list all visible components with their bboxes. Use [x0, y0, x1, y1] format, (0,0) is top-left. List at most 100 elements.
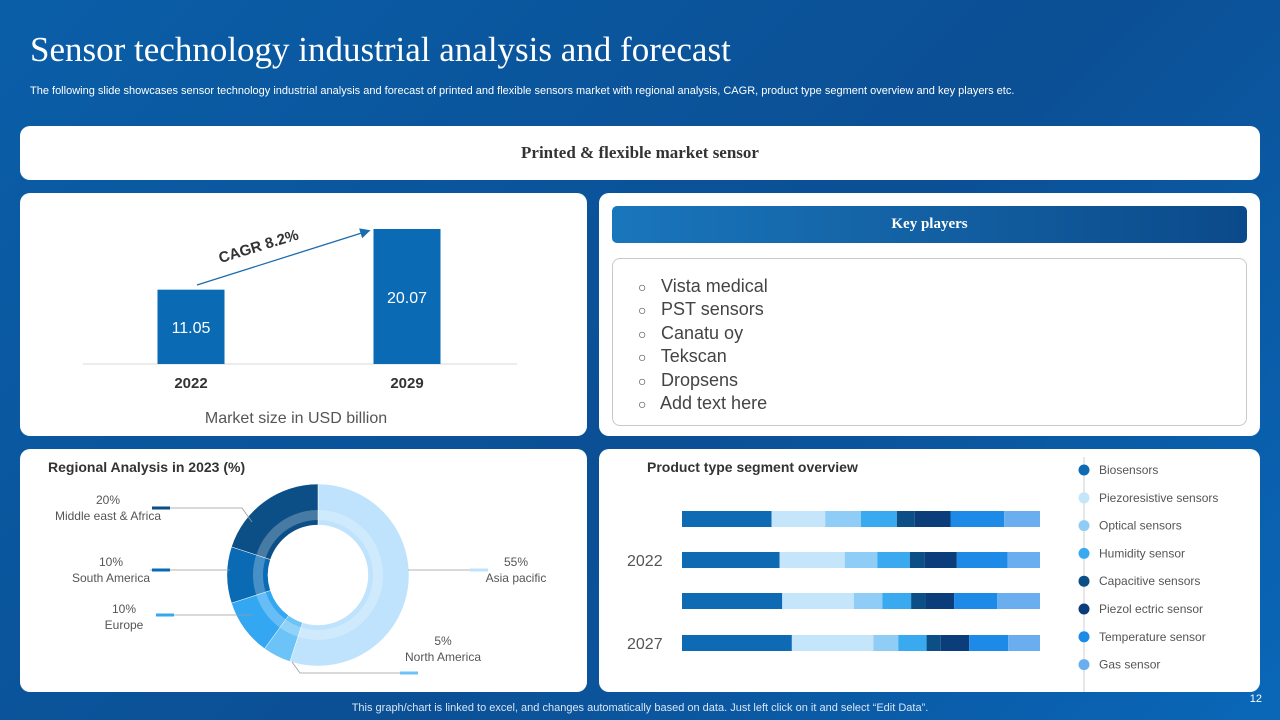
segment-bar-2: [853, 593, 883, 609]
segment-bar-4: [909, 552, 925, 568]
segment-bar-4: [896, 511, 915, 527]
regional-analysis-card: Regional Analysis in 2023 (%) 55% Asia pa…: [20, 449, 587, 692]
legend-marker: [1078, 631, 1090, 643]
donut-label-marker: [156, 613, 174, 617]
product-segment-card: Product type segment overview 2022 2027 B…: [599, 449, 1260, 692]
legend-label: Temperature sensor: [1099, 630, 1206, 644]
segment-bar-4: [926, 635, 941, 651]
donut-region-label: Middle east & Africa: [55, 509, 161, 523]
legend-marker: [1078, 492, 1090, 504]
key-player-item: ○ Tekscan: [638, 345, 1246, 368]
legend-label: Piezol ectric sensor: [1099, 602, 1203, 616]
segment-bar-0: [682, 511, 772, 527]
regional-chart-title: Regional Analysis in 2023 (%): [48, 459, 245, 475]
segment-bar-5: [914, 511, 951, 527]
segment-bar-3: [861, 511, 897, 527]
key-player-label: Vista medical: [661, 276, 768, 296]
donut-label-marker: [400, 671, 418, 675]
donut-pct-label: 20%: [96, 493, 120, 507]
segment-bar-5: [940, 635, 970, 651]
market-bar-2029: [373, 229, 441, 364]
bullet-icon: ○: [638, 372, 647, 389]
key-player-item: ○ PST sensors: [638, 298, 1246, 321]
page-number: 12: [1249, 693, 1262, 705]
segment-bar-2: [825, 511, 861, 527]
segment-bar-1: [782, 593, 854, 609]
key-player-item: ○ Canatu oy: [638, 322, 1246, 345]
legend-marker: [1078, 659, 1090, 671]
donut-leader-line: [291, 661, 415, 674]
donut-label-marker: [152, 568, 170, 572]
legend-label: Biosensors: [1099, 463, 1158, 477]
product-chart-title: Product type segment overview: [647, 459, 858, 475]
legend-label: Humidity sensor: [1099, 546, 1185, 560]
donut-inner-ring: [253, 510, 383, 640]
key-player-label: Tekscan: [660, 346, 727, 367]
segment-bar-7: [997, 593, 1040, 609]
donut-region-label: Asia pacific: [486, 571, 547, 585]
segment-bar-4: [911, 593, 926, 609]
segment-bar-2: [873, 635, 899, 651]
footer-note: This graph/chart is linked to excel, and…: [351, 702, 929, 714]
cagr-arrow: [196, 228, 371, 286]
segment-bar-5: [925, 593, 955, 609]
page-subtitle: The following slide showcases sensor tec…: [30, 85, 1015, 97]
legend-marker: [1078, 575, 1090, 587]
segment-bar-1: [771, 511, 826, 527]
donut-pct-label: 55%: [504, 555, 528, 569]
donut-label-marker: [152, 506, 170, 510]
key-players-box: ○ Vista medical ○ PST sensors ○ Canatu o…: [612, 258, 1247, 426]
segment-bar-3: [898, 635, 927, 651]
key-player-item: ○ Add text here: [638, 392, 1246, 415]
regional-donut-chart: Regional Analysis in 2023 (%) 55% Asia pa…: [48, 459, 547, 675]
legend-label: Optical sensors: [1099, 519, 1182, 533]
segment-bar-0: [682, 635, 792, 651]
segment-bar-3: [882, 593, 912, 609]
segment-bar-7: [1008, 635, 1040, 651]
legend-marker: [1078, 464, 1090, 476]
bullet-icon: ○: [638, 279, 647, 295]
legend-label: Piezoresistive sensors: [1099, 491, 1218, 505]
segment-bar-6: [950, 511, 1005, 527]
bullet-icon: ○: [638, 349, 647, 366]
donut-pct-label: 10%: [112, 602, 136, 616]
segment-bar-7: [1007, 552, 1040, 568]
market-bar-2022: [157, 289, 225, 364]
legend-label: Capacitive sensors: [1099, 574, 1200, 588]
legend-label: Gas sensor: [1099, 658, 1160, 672]
key-player-item: ○ Dropsens: [638, 369, 1246, 392]
segment-bar-5: [924, 552, 957, 568]
legend-marker: [1078, 520, 1090, 532]
market-size-chart: 11.05 2022 20.07 2029 CAGR 8.2% Market size…: [83, 227, 517, 427]
key-player-label: Dropsens: [661, 369, 739, 390]
key-players-header: Key players: [612, 206, 1247, 243]
donut-region-label: South America: [72, 571, 150, 585]
donut-pct-label: 10%: [99, 555, 123, 569]
segment-bar-2: [844, 552, 878, 568]
market-category-label: 2029: [390, 375, 423, 392]
bullet-icon: ○: [638, 325, 647, 342]
segment-bar-1: [779, 552, 845, 568]
segment-bar-6: [956, 552, 1008, 568]
segment-bar-3: [877, 552, 910, 568]
segment-bar-6: [954, 593, 998, 609]
key-players-card: Key players ○ Vista medical ○ PST sensor…: [599, 193, 1260, 436]
market-bar-value: 11.05: [172, 320, 211, 337]
donut-region-label: Europe: [105, 618, 144, 632]
market-size-card: 11.05 2022 20.07 2029 CAGR 8.2% Market size…: [20, 193, 587, 436]
segment-bar-1: [791, 635, 874, 651]
market-banner: Printed & flexible market sensor: [20, 126, 1260, 180]
donut-pct-label: 5%: [434, 634, 452, 648]
product-segment-chart: Product type segment overview 2022 2027 B…: [627, 457, 1218, 692]
key-player-label: Canatu oy: [661, 322, 744, 343]
segment-row-label: 2022: [627, 553, 663, 570]
market-chart-title: Market size in USD billion: [205, 410, 387, 427]
segment-bar-7: [1004, 511, 1040, 527]
page-title: Sensor technology industrial analysis an…: [30, 30, 731, 69]
donut-label-marker: [470, 568, 488, 572]
key-player-label: PST sensors: [661, 299, 764, 320]
legend-marker: [1078, 547, 1090, 559]
segment-bar-0: [682, 593, 783, 609]
key-players-list: ○ Vista medical ○ PST sensors ○ Canatu o…: [638, 275, 1246, 415]
donut-slice-middle-east-africa: [231, 483, 319, 560]
